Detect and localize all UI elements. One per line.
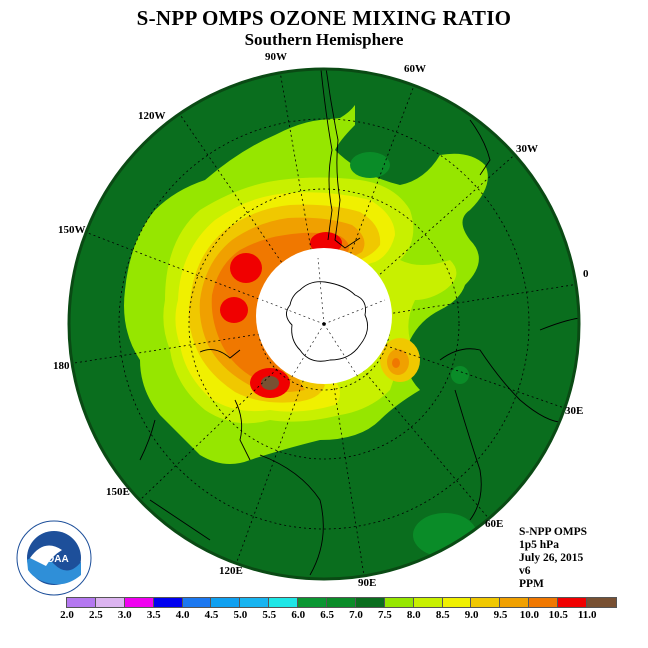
colorbar — [66, 597, 617, 608]
colorbar-swatch — [269, 598, 299, 607]
contour-6-5-spot — [451, 366, 469, 384]
colorbar-tick-label: 2.0 — [60, 609, 74, 621]
lon-label-90e: 90E — [358, 577, 377, 589]
lon-label-150e: 150E — [106, 486, 130, 498]
colorbar-swatch — [67, 598, 96, 607]
lon-label-180: 180 — [53, 360, 70, 372]
date-label: July 26, 2015 — [519, 552, 584, 564]
colorbar-tick-label: 5.5 — [262, 609, 277, 621]
page-subtitle: Southern Hemisphere — [244, 30, 404, 49]
colorbar-swatch — [153, 598, 183, 607]
polar-data-gap — [256, 248, 392, 384]
south-pole-marker — [322, 322, 326, 326]
instrument-label: S-NPP OMPS — [519, 526, 588, 538]
colorbar-tick-label: 9.5 — [493, 609, 508, 621]
lon-label-60w: 60W — [404, 63, 426, 75]
coastlines — [139, 69, 579, 576]
logo-text: NOAA — [39, 554, 68, 565]
colorbar-swatch — [500, 598, 530, 607]
page-title: S-NPP OMPS OZONE MIXING RATIO — [136, 6, 512, 30]
lon-label-120w: 120W — [138, 110, 166, 122]
colorbar-swatch — [211, 598, 241, 607]
lon-label-30e: 30E — [565, 405, 584, 417]
colorbar-tick-label: 3.5 — [146, 609, 161, 621]
colorbar-tick-label: 6.5 — [320, 609, 334, 621]
colorbar-tick-label: 3.0 — [117, 609, 132, 621]
info-block: S-NPP OMPS 1p5 hPa July 26, 2015 v6 PPM — [519, 526, 587, 591]
colorbar-swatch — [587, 598, 616, 607]
contour-10-5-blob — [261, 376, 279, 390]
contour-10-0-blob — [220, 297, 248, 323]
colorbar-swatch — [442, 598, 472, 607]
antarctica-coastline — [286, 281, 369, 362]
version-label: v6 — [519, 565, 531, 577]
colorbar-tick-label: 9.0 — [464, 609, 479, 621]
colorbar-tick-label: 7.0 — [349, 609, 363, 621]
colorbar-tick-label: 4.5 — [204, 609, 219, 621]
lon-label-120e: 120E — [219, 565, 243, 577]
contour-10-0-blob — [230, 253, 262, 283]
pressure-level: 1p5 hPa — [519, 539, 559, 551]
contour-9-5-spot — [392, 358, 400, 368]
lon-label-60e: 60E — [485, 518, 504, 530]
colorbar-tick-label: 4.0 — [175, 609, 190, 621]
colorbar-swatch — [558, 598, 588, 607]
colorbar-swatch — [298, 598, 328, 607]
colorbar-swatch — [529, 598, 559, 607]
colorbar-swatch — [413, 598, 443, 607]
colorbar-swatch — [384, 598, 414, 607]
colorbar-tick-label: 10.5 — [548, 609, 568, 621]
colorbar-swatch — [124, 598, 154, 607]
noaa-logo-icon: NOAA — [16, 520, 92, 596]
colorbar-tick-label: 10.0 — [519, 609, 540, 621]
colorbar-swatch — [182, 598, 212, 607]
colorbar-tick-label: 8.5 — [435, 609, 450, 621]
colorbar-tick-label: 7.5 — [378, 609, 392, 621]
colorbar-tick-label: 8.0 — [406, 609, 421, 621]
graticule — [69, 69, 579, 579]
colorbar-swatch — [471, 598, 501, 607]
contour-6-5-spot — [350, 152, 390, 178]
polar-graticule — [261, 257, 386, 381]
colorbar-swatch — [95, 598, 125, 607]
colorbar-tick-label: 5.0 — [233, 609, 248, 621]
lon-label-30w: 30W — [516, 143, 538, 155]
map-border — [67, 67, 581, 581]
colorbar-tick-label: 2.5 — [89, 609, 103, 621]
lon-label-150w: 150W — [58, 224, 86, 236]
units-label: PPM — [519, 578, 544, 590]
colorbar-tick-label: 6.0 — [291, 609, 306, 621]
colorbar-tick-label: 11.0 — [577, 609, 597, 621]
colorbar-swatch — [240, 598, 270, 607]
colorbar-swatch — [355, 598, 385, 607]
lon-label-0: 0 — [583, 268, 589, 280]
colorbar-swatch — [327, 598, 356, 607]
lon-label-90w: 90W — [265, 51, 287, 63]
